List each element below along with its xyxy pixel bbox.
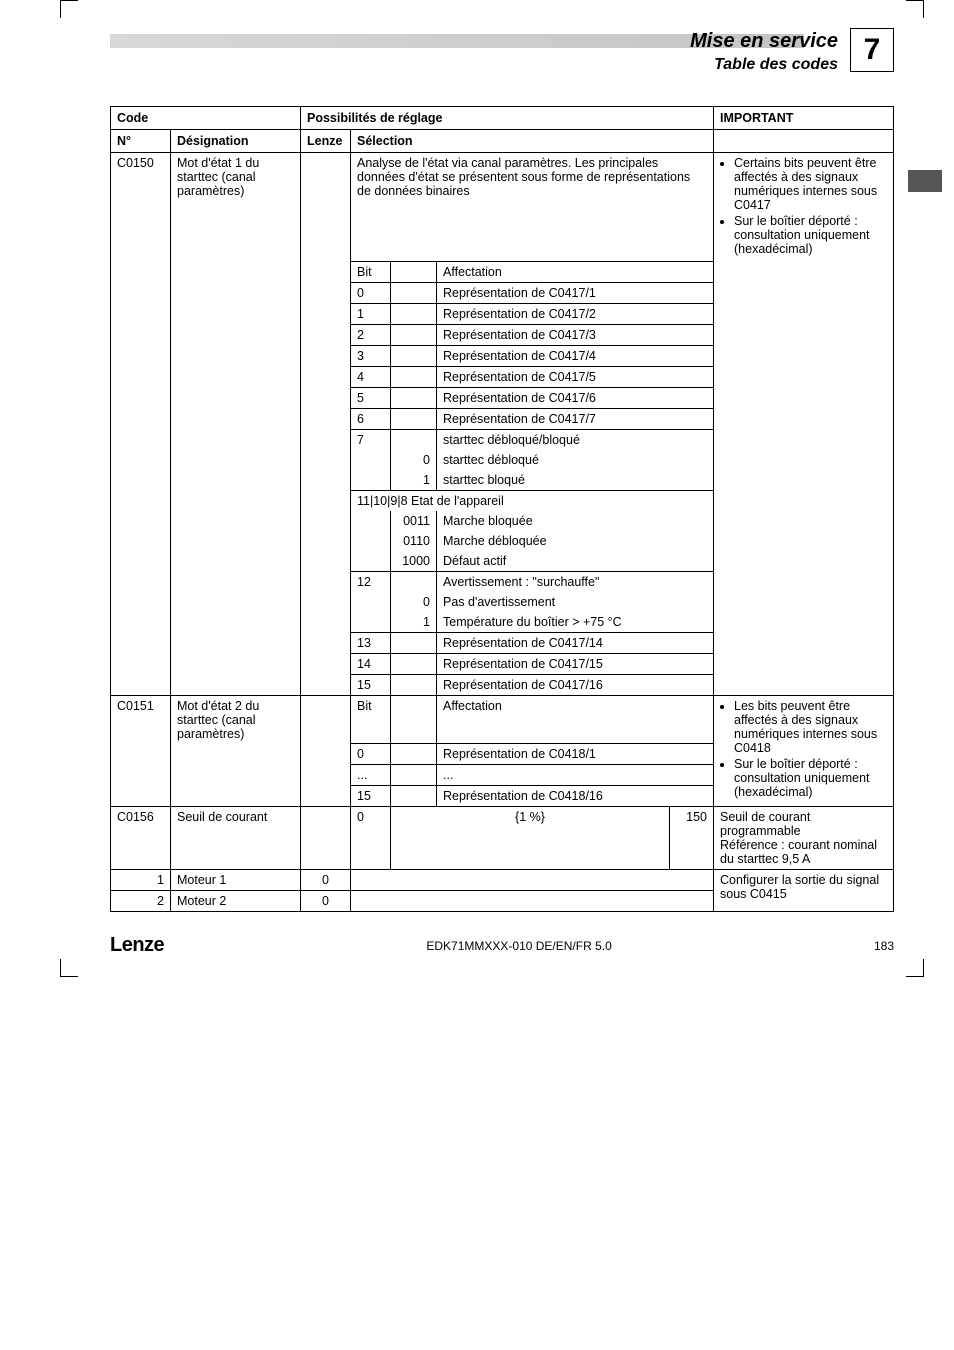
th-blank [714,130,894,153]
aff: Représentation de C0417/4 [437,345,714,366]
sub: 1000 [391,551,437,572]
aff: starttec bloqué [437,470,714,491]
imp-cell: Les bits peuvent être affectés à des sig… [714,695,894,807]
bit: 0 [351,744,391,765]
crop-mark [906,0,924,18]
imp-cell: Seuil de courant programmable Référence … [714,807,894,870]
aff: Représentation de C0417/2 [437,303,714,324]
bit: ... [351,765,391,786]
aff: Représentation de C0417/15 [437,653,714,674]
lenze-val: 0 [301,870,351,891]
brand-logo: Lenze [110,934,164,957]
aff: Représentation de C0417/16 [437,674,714,695]
sub-num: 1 [111,870,171,891]
page-subtitle: Table des codes [714,56,838,74]
aff: Marche bloquée [437,511,714,531]
page-title: Mise en service [690,30,838,53]
aff: starttec débloqué [437,450,714,470]
page-header: Mise en service Table des codes 7 [110,28,894,106]
bit: 12 [351,571,391,592]
page-number: 183 [874,939,894,953]
imp-cell: Configurer la sortie du signal sous C041… [714,870,894,912]
aff: Représentation de C0417/14 [437,632,714,653]
th-code: Code [111,107,301,130]
th-num: N° [111,130,171,153]
val: 150 [670,807,714,870]
bit: 1 [351,303,391,324]
bit: 2 [351,324,391,345]
bit: 15 [351,786,391,807]
th-lenze: Lenze [301,130,351,153]
doc-id: EDK71MMXXX-010 DE/EN/FR 5.0 [426,939,611,953]
aff-head: Affectation [437,261,714,282]
aff: Représentation de C0418/1 [437,744,714,765]
crop-mark [906,959,924,977]
th-important: IMPORTANT [714,107,894,130]
codes-table: Code Possibilités de réglage IMPORTANT N… [110,106,894,912]
aff: Représentation de C0417/1 [437,282,714,303]
page-footer: Lenze EDK71MMXXX-010 DE/EN/FR 5.0 183 [110,934,894,957]
aff: Représentation de C0418/16 [437,786,714,807]
bit: 15 [351,674,391,695]
bit: 13 [351,632,391,653]
sub: 0110 [391,531,437,551]
crop-mark [60,0,78,18]
sub-des: Moteur 1 [171,870,301,891]
side-tab [908,170,942,192]
bit-head: Bit [351,261,391,282]
aff: Marche débloquée [437,531,714,551]
bit: 4 [351,366,391,387]
code-cell: C0151 [111,695,171,744]
bit-head: Bit [351,695,391,744]
aff: Représentation de C0417/3 [437,324,714,345]
aff: Température du boîtier > +75 °C [437,612,714,633]
aff: Représentation de C0417/6 [437,387,714,408]
imp-item: Sur le boîtier déporté : consultation un… [734,214,887,256]
etat-head: 11|10|9|8 Etat de l'appareil [351,490,714,511]
imp-cell: Certains bits peuvent être affectés à de… [714,153,894,262]
aff: ... [437,765,714,786]
bit: 0 [351,282,391,303]
sub: 0011 [391,511,437,531]
bit: 5 [351,387,391,408]
lenze-cell [301,153,351,262]
bit: 7 [351,429,391,450]
aff-head: Affectation [437,695,714,744]
imp-item: Certains bits peuvent être affectés à de… [734,156,887,212]
imp-item: Sur le boîtier déporté : consultation un… [734,757,887,799]
sub-num: 2 [111,891,171,912]
sel-cell: Analyse de l'état via canal paramètres. … [351,153,714,262]
code-cell: C0156 [111,807,171,870]
code-cell: C0150 [111,153,171,262]
imp-item: Les bits peuvent être affectés à des sig… [734,699,887,755]
bit: 3 [351,345,391,366]
crop-mark [60,959,78,977]
th-poss: Possibilités de réglage [301,107,714,130]
aff: Avertissement : "surchauffe" [437,571,714,592]
lenze-val: 0 [301,891,351,912]
unit: {1 %} [391,807,670,870]
aff: starttec débloqué/bloqué [437,429,714,450]
des-cell: Mot d'état 1 du starttec (canal paramètr… [171,153,301,262]
chapter-number: 7 [850,28,894,72]
bit: 14 [351,653,391,674]
sub-des: Moteur 2 [171,891,301,912]
aff: Défaut actif [437,551,714,572]
th-sel: Sélection [351,130,714,153]
th-des: Désignation [171,130,301,153]
des-cell: Mot d'état 2 du starttec (canal paramètr… [171,695,301,744]
des-cell: Seuil de courant [171,807,301,870]
aff: Représentation de C0417/5 [437,366,714,387]
bit: 6 [351,408,391,429]
aff: Pas d'avertissement [437,592,714,612]
page: Mise en service Table des codes 7 Code P… [0,0,954,977]
aff: Représentation de C0417/7 [437,408,714,429]
val: 0 [351,807,391,870]
